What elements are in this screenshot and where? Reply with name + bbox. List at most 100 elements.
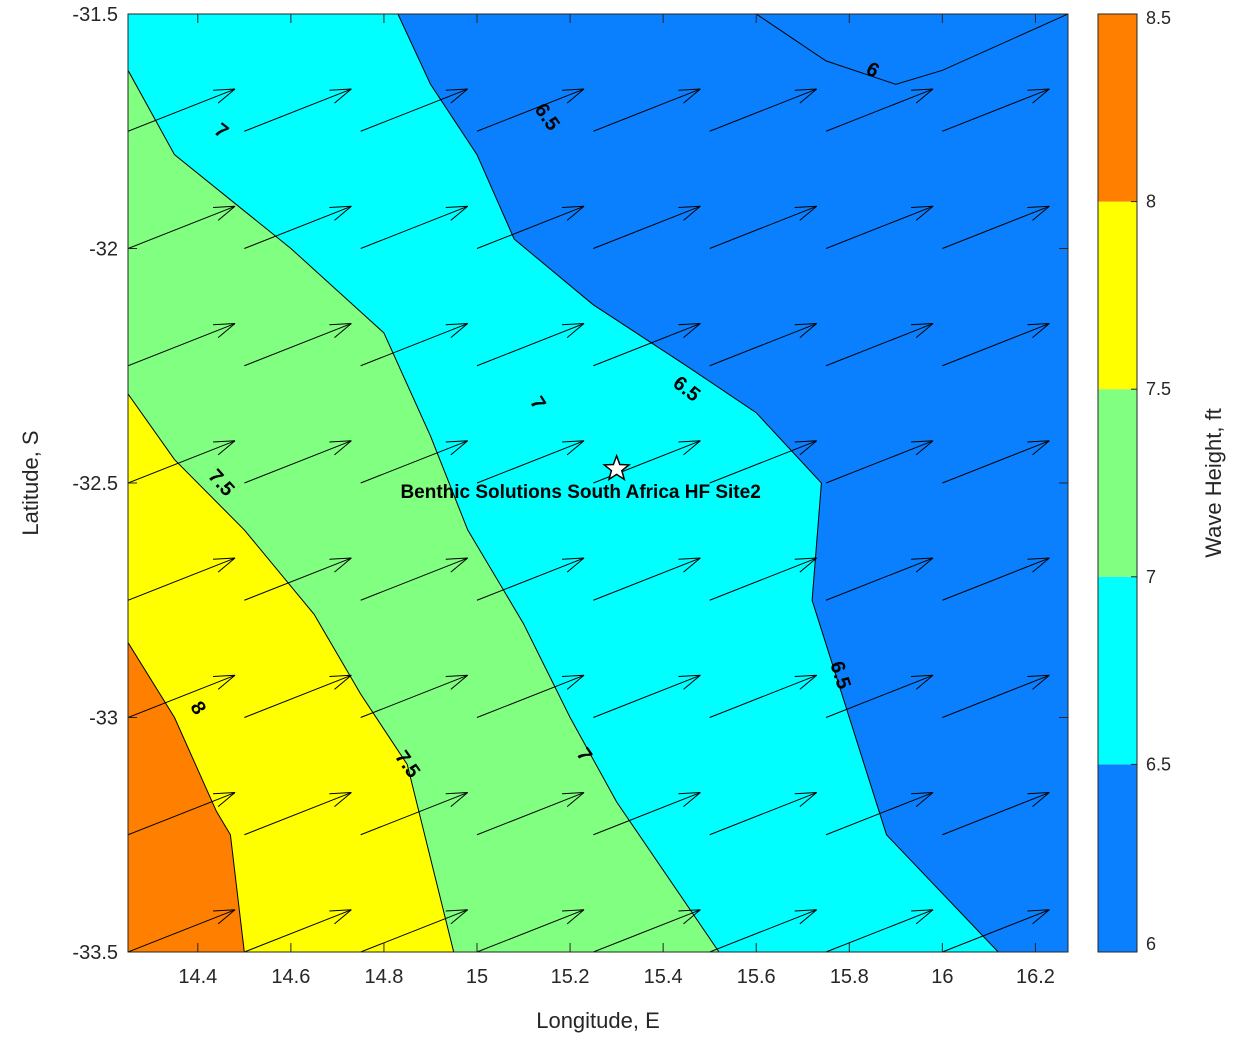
wave-arrow	[360, 674, 469, 718]
wave-arrow	[942, 88, 1050, 132]
wave-arrow	[593, 792, 701, 836]
site-marker-group: Benthic Solutions South Africa HF Site2	[400, 453, 761, 503]
colorbar-tick-label: 8	[1146, 192, 1156, 212]
wave-arrow	[825, 205, 934, 249]
x-tick-label: 14.4	[178, 966, 217, 988]
wave-arrow	[128, 792, 236, 836]
wave-arrow	[244, 88, 352, 132]
wave-arrow	[476, 792, 585, 836]
wave-arrow	[709, 88, 818, 132]
y-tick-label: -31.5	[72, 4, 118, 26]
colorbar-tick-label: 6	[1146, 934, 1156, 954]
y-tick-label: -33	[89, 708, 118, 730]
x-tick-label: 15	[466, 966, 488, 988]
y-axis-ticks: -31.5 -32 -32.5 -33 -33.5	[72, 4, 1068, 964]
x-axis-ticks: 14.4 14.6 14.8 15 15.2 15.4 15.6 15.8 16 16.2	[178, 14, 1055, 988]
wave-arrow	[360, 205, 469, 249]
y-tick-label: -32.5	[72, 473, 118, 495]
site-star-icon	[602, 453, 632, 482]
y-tick-label: -33.5	[72, 942, 118, 964]
band-6.5-7	[128, 14, 999, 952]
colorbar-segment	[1098, 764, 1137, 952]
wave-arrow	[128, 440, 236, 484]
wave-arrow	[476, 674, 585, 718]
wave-arrow	[593, 909, 701, 952]
colorbar-frame	[1097, 13, 1138, 953]
x-axis-label: Longitude, E	[536, 1008, 660, 1033]
x-tick-label: 15.2	[551, 966, 590, 988]
wave-arrow	[942, 205, 1050, 249]
x-tick-label: 15.6	[737, 966, 776, 988]
colorbar-segment	[1098, 201, 1137, 390]
x-tick-label: 16.2	[1016, 966, 1055, 988]
wave-arrow	[244, 205, 352, 249]
wave-arrow	[709, 909, 818, 952]
wave-arrow	[593, 674, 701, 718]
wave-arrow	[128, 88, 236, 132]
band-7-7.5	[128, 70, 719, 952]
wave-arrow	[825, 674, 934, 718]
x-tick-label: 15.8	[830, 966, 869, 988]
colorbar-tick-label: 6.5	[1146, 754, 1171, 774]
contour-lines	[128, 14, 1068, 952]
wave-arrow	[825, 557, 934, 601]
contour-line-6.5	[397, 14, 999, 952]
y-axis-label: Latitude, S	[18, 430, 43, 535]
wave-arrow	[476, 323, 585, 367]
wave-arrow	[128, 909, 236, 952]
wave-arrow	[825, 323, 934, 367]
wave-arrow	[709, 205, 818, 249]
colorbar-tick-label: 7.5	[1146, 379, 1171, 399]
wave-arrow	[476, 909, 585, 952]
colorbar-label: Wave Height, ft	[1201, 408, 1226, 558]
colorbar-tick-label: 7	[1146, 567, 1156, 587]
contour-line-8	[128, 642, 245, 952]
wave-arrow	[709, 440, 818, 484]
y-tick-label: -32	[89, 239, 118, 261]
wave-arrow	[593, 205, 701, 249]
x-tick-label: 14.6	[271, 966, 310, 988]
wave-arrow	[360, 88, 469, 132]
wave-arrow	[942, 909, 1050, 952]
wave-arrow	[825, 440, 934, 484]
wave-arrow	[476, 205, 585, 249]
wave-arrow	[709, 557, 818, 601]
x-tick-label: 16	[931, 966, 953, 988]
x-tick-label: 14.8	[364, 966, 403, 988]
wave-arrow	[244, 557, 352, 601]
filled-contour-bands	[128, 14, 1068, 952]
colorbar-segment	[1098, 576, 1137, 765]
wave-arrow	[128, 323, 236, 367]
wave-arrow	[360, 323, 469, 367]
wave-arrow	[709, 792, 818, 836]
wave-arrow	[128, 674, 236, 718]
wave-arrow	[360, 557, 469, 601]
site-label: Benthic Solutions South Africa HF Site2	[400, 482, 760, 503]
wave-arrow	[244, 674, 352, 718]
wave-arrow	[244, 792, 352, 836]
wave-arrow	[360, 792, 469, 836]
colorbar-segment	[1098, 14, 1137, 202]
band-8-8.5	[128, 642, 245, 952]
band-7.5-8	[128, 393, 454, 952]
wave-arrow	[942, 323, 1050, 367]
colorbar-segment	[1098, 389, 1137, 577]
contour-line-7	[128, 70, 720, 952]
colorbar-tick-label: 8.5	[1146, 8, 1171, 28]
wave-arrow	[942, 440, 1050, 484]
wave-direction-arrows	[128, 88, 1050, 952]
contour-line-6	[755, 14, 1068, 85]
wave-arrow	[244, 323, 352, 367]
wave-arrow	[244, 440, 352, 484]
wave-arrow	[593, 88, 701, 132]
wave-arrow	[942, 792, 1050, 836]
wave-arrow	[476, 440, 585, 484]
wave-arrow	[360, 440, 469, 484]
wave-arrow	[244, 909, 352, 952]
wave-arrow	[709, 674, 818, 718]
colorbar: 6 6.5 7 7.5 8 8.5	[1098, 8, 1171, 954]
x-tick-label: 15.4	[644, 966, 683, 988]
wave-arrow	[128, 205, 236, 249]
wave-arrow	[476, 88, 585, 132]
